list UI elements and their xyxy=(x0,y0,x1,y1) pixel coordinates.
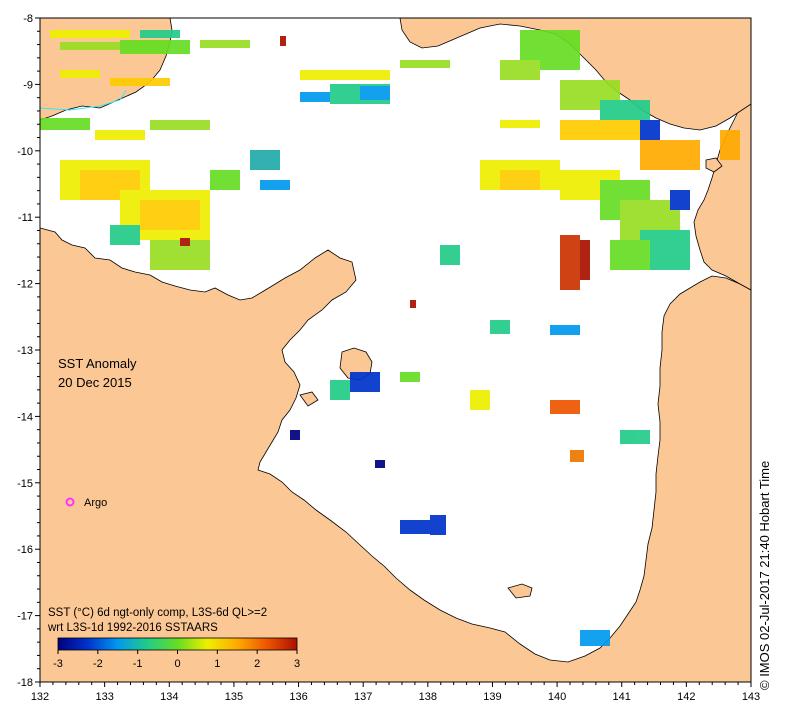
boundary-line xyxy=(40,89,127,111)
colorbar-tick-label: 0 xyxy=(174,658,180,670)
land-small-island xyxy=(299,391,319,407)
land-northern-territory xyxy=(40,227,751,682)
x-tick-label: 140 xyxy=(548,691,566,703)
colorbar-tick-label: -1 xyxy=(133,658,143,670)
x-tick-label: 133 xyxy=(95,691,113,703)
colorbar xyxy=(57,637,298,651)
x-axis: 132 133 134 135 136 137 138 139 140 141 142 143 xyxy=(31,682,760,703)
colorbar-tick-label: -2 xyxy=(93,658,103,670)
x-tick-label: 142 xyxy=(677,691,695,703)
argo-legend-label: Argo xyxy=(84,497,107,509)
x-tick-label: 139 xyxy=(483,691,501,703)
land-small-island xyxy=(705,157,723,173)
argo-marker-icon xyxy=(65,497,75,507)
x-tick-label: 134 xyxy=(160,691,178,703)
y-tick-label: -16 xyxy=(17,544,33,556)
y-tick-label: -18 xyxy=(17,677,33,689)
y-tick-label: -11 xyxy=(18,212,33,224)
y-tick-label: -15 xyxy=(17,478,33,490)
colorbar-tick-label: 1 xyxy=(214,658,220,670)
sst-anomaly-field xyxy=(40,30,740,646)
y-tick-label: -14 xyxy=(17,411,33,423)
x-tick-label: 141 xyxy=(613,691,631,703)
land-mornington-island xyxy=(507,583,533,599)
map-title-line2: 20 Dec 2015 xyxy=(58,375,132,390)
x-tick-label: 138 xyxy=(419,691,437,703)
y-axis: -8 -9 -10 -11 -12 -13 -14 -15 -16 -17 -18 xyxy=(17,13,40,689)
y-tick-label: -13 xyxy=(17,345,33,357)
y-tick-label: -12 xyxy=(17,279,33,291)
y-tick-label: -8 xyxy=(23,13,33,25)
y-tick-label: -10 xyxy=(17,146,33,158)
colorbar-tick-label: 3 xyxy=(294,658,300,670)
y-tick-label: -17 xyxy=(17,611,33,623)
land-new-guinea xyxy=(399,18,751,131)
x-tick-label: 132 xyxy=(31,691,49,703)
x-tick-label: 137 xyxy=(354,691,372,703)
caption-line2: wrt L3S-1d 1992-2016 SSTAARS xyxy=(47,622,218,634)
y-tick-label: -9 xyxy=(23,79,33,91)
colorbar-ticks: -3 -2 -1 0 1 2 3 xyxy=(53,650,300,670)
map-title-line1: SST Anomaly xyxy=(58,356,137,371)
x-tick-label: 135 xyxy=(225,691,243,703)
colorbar-tick-label: 2 xyxy=(254,658,260,670)
caption-line1: SST (°C) 6d ngt-only comp, L3S-6d QL>=2 xyxy=(48,607,267,619)
credit-text: © IMOS 02-Jul-2017 21:40 Hobart Time xyxy=(757,460,772,690)
x-tick-label: 143 xyxy=(742,691,760,703)
x-tick-label: 136 xyxy=(289,691,307,703)
colorbar-tick-label: -3 xyxy=(53,658,63,670)
